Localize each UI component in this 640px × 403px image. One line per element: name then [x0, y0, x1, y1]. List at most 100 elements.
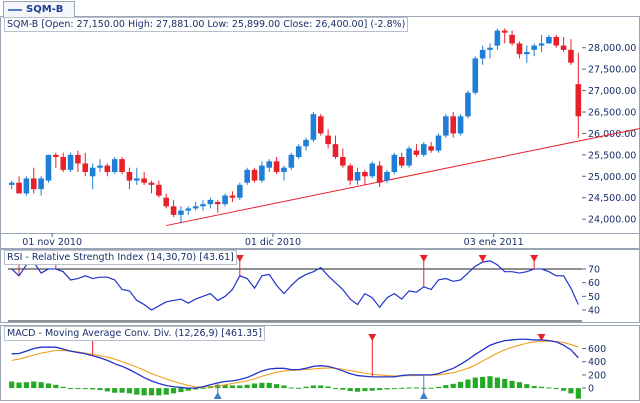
macd-buy-marker — [213, 392, 222, 399]
candle-down — [148, 182, 155, 185]
rsi-sell-marker — [530, 255, 539, 262]
macd-histogram-bar — [303, 386, 309, 389]
macd-histogram-bar — [391, 388, 397, 390]
candle-down — [163, 197, 170, 207]
macd-histogram-bar — [274, 384, 280, 389]
macd-histogram-bar — [112, 388, 118, 393]
macd-histogram-bar — [67, 388, 74, 390]
candle-up — [89, 167, 96, 177]
macd-panel-label: MACD - Moving Average Conv. Div. (12,26,… — [4, 326, 265, 341]
macd-histogram-bar — [435, 386, 442, 389]
macd-histogram-bar — [428, 387, 434, 389]
candle-down — [553, 37, 560, 46]
macd-sell-marker — [368, 334, 377, 341]
macd-histogram-bar — [244, 384, 250, 389]
candle-up — [281, 167, 287, 172]
date-axis-strip — [0, 233, 640, 249]
macd-histogram-bar — [266, 382, 272, 389]
macd-y-tick-label: 200 — [588, 370, 606, 381]
macd-histogram-bar — [325, 386, 331, 389]
candle-up — [295, 146, 302, 157]
macd-histogram-bar — [119, 388, 125, 393]
legend-line-icon — [8, 9, 22, 11]
candle-up — [133, 178, 140, 181]
macd-histogram-bar — [60, 386, 66, 389]
date-tick-label: 01 nov 2010 — [22, 237, 82, 248]
candle-down — [428, 146, 434, 151]
candle-down — [325, 135, 331, 145]
macd-histogram-bar — [354, 388, 361, 392]
candle-up — [369, 163, 376, 177]
candle-down — [156, 184, 162, 196]
candle-down — [568, 49, 574, 63]
rsi-line — [11, 260, 579, 311]
candle-up — [546, 37, 552, 44]
candle-down — [214, 202, 221, 205]
macd-histogram-bar — [406, 387, 412, 389]
candle-up — [472, 58, 479, 93]
candle-up — [288, 154, 295, 168]
candle-up — [538, 43, 545, 46]
macd-histogram-bar — [237, 385, 243, 389]
macd-histogram-bar — [347, 388, 353, 392]
candle-up — [111, 159, 118, 172]
candle-up — [384, 172, 390, 181]
macd-histogram-bar — [524, 384, 530, 389]
candle-up — [259, 165, 265, 181]
candle-up — [406, 148, 412, 166]
macd-histogram-bar — [23, 382, 29, 389]
price-y-tick-label: 28,000.00 — [588, 43, 636, 54]
price-y-tick-label: 27,000.00 — [588, 86, 636, 97]
candle-down — [509, 34, 515, 44]
candle-up — [531, 45, 537, 50]
candle-up — [457, 116, 464, 134]
candle-down — [560, 45, 567, 50]
macd-histogram-bar — [399, 387, 405, 389]
legend[interactable]: SQM-B — [3, 1, 75, 18]
macd-histogram-bar — [97, 388, 103, 391]
candle-up — [207, 199, 214, 205]
macd-histogram-bar — [38, 382, 44, 389]
candle-up — [192, 206, 199, 209]
macd-histogram-bar — [332, 388, 339, 390]
candle-down — [60, 157, 66, 170]
candle-up — [524, 52, 530, 55]
macd-histogram-bar — [377, 388, 383, 391]
price-y-tick-label: 27,500.00 — [588, 65, 636, 76]
macd-line — [11, 338, 579, 389]
rsi-y-tick-label: 70 — [588, 264, 600, 275]
price-y-tick-label: 26,500.00 — [588, 108, 636, 119]
candle-down — [332, 144, 339, 157]
candle-up — [494, 30, 501, 46]
macd-histogram-bar — [362, 388, 368, 392]
macd-y-tick-label: 600 — [588, 344, 606, 355]
legend-symbol: SQM-B — [26, 4, 64, 15]
macd-histogram-bar — [9, 381, 15, 389]
candle-down — [119, 159, 125, 172]
macd-histogram-bar — [450, 383, 456, 389]
macd-histogram-bar — [251, 383, 258, 389]
macd-histogram-bar — [369, 388, 375, 391]
candle-up — [266, 161, 273, 168]
macd-histogram-bar — [465, 379, 471, 389]
macd-histogram-bar — [553, 388, 559, 390]
candle-down — [575, 84, 582, 117]
macd-histogram-bar — [281, 385, 287, 389]
macd-histogram-bar — [141, 388, 147, 396]
macd-histogram-bar — [134, 388, 140, 395]
candle-down — [30, 178, 37, 190]
macd-histogram-bar — [546, 387, 552, 389]
candle-up — [200, 204, 206, 207]
rsi-y-tick-label: 40 — [588, 306, 600, 317]
candle-down — [82, 163, 89, 172]
candle-up — [465, 92, 471, 117]
macd-histogram-bar — [575, 388, 581, 399]
candle-up — [354, 172, 361, 181]
macd-y-tick-label: 0 — [588, 384, 594, 395]
candle-down — [229, 195, 236, 198]
candle-down — [170, 206, 177, 215]
macd-histogram-bar — [509, 380, 515, 389]
macd-histogram-bar — [104, 388, 110, 392]
candle-down — [16, 182, 22, 194]
